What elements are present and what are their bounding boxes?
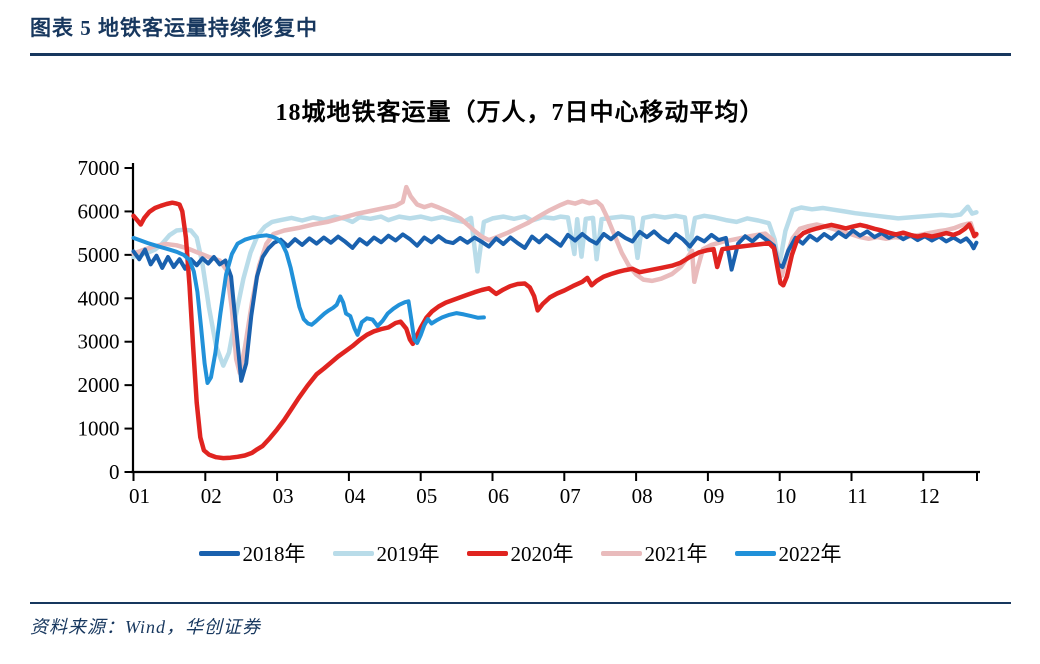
y-axis-tick-label: 7000 <box>78 156 120 180</box>
legend-item-2018: 2018年 <box>198 538 306 568</box>
x-axis-tick-label: 06 <box>488 484 509 508</box>
legend-item-2022: 2022年 <box>734 538 842 568</box>
data-source-note: 资料来源：Wind，华创证券 <box>30 617 262 637</box>
legend-line-swatch <box>198 550 240 556</box>
x-axis-tick-label: 12 <box>919 484 940 508</box>
y-axis-tick-label: 0 <box>109 460 120 484</box>
legend-line-swatch <box>466 550 508 556</box>
y-axis-tick-label: 3000 <box>78 330 120 354</box>
x-axis-tick-label: 04 <box>344 484 366 508</box>
source-divider-line <box>30 602 1011 604</box>
legend-line-swatch <box>332 550 374 556</box>
legend-line-swatch <box>600 550 642 556</box>
legend-label: 2019年 <box>376 542 440 566</box>
series-line-2018 <box>131 228 979 383</box>
y-axis-tick-label: 2000 <box>78 373 120 397</box>
x-axis-tick-label: 02 <box>201 484 222 508</box>
x-axis-tick-label: 08 <box>632 484 653 508</box>
chart-legend: 2018年 2019年 2020年 2021年 2022年 <box>0 538 1040 568</box>
header-divider-line <box>30 53 1011 56</box>
y-axis-tick-label: 5000 <box>78 243 120 267</box>
y-axis-tick-label: 1000 <box>78 417 120 441</box>
legend-line-swatch <box>734 550 776 556</box>
x-axis-tick-label: 07 <box>560 484 581 508</box>
x-axis-tick-label: 09 <box>703 484 724 508</box>
legend-item-2021: 2021年 <box>600 538 708 568</box>
chart-title: 18城地铁客运量（万人，7日中心移动平均） <box>275 100 765 126</box>
x-axis-tick-label: 11 <box>847 484 867 508</box>
x-axis-tick-label: 03 <box>273 484 294 508</box>
y-axis-tick-label: 6000 <box>78 199 120 223</box>
series-line-2020 <box>131 200 979 461</box>
series-line-2021 <box>131 184 979 376</box>
legend-label: 2018年 <box>242 542 306 566</box>
series-line-2019 <box>131 204 979 368</box>
x-axis-tick-label: 05 <box>416 484 437 508</box>
figure-header-title: 图表 5 地铁客运量持续修复中 <box>30 16 318 40</box>
x-axis-tick-label: 10 <box>775 484 796 508</box>
x-axis-tick-label: 01 <box>129 484 150 508</box>
series-line-2022 <box>131 233 486 385</box>
legend-label: 2022年 <box>778 542 842 566</box>
y-axis-tick-label: 4000 <box>78 286 120 310</box>
legend-item-2020: 2020年 <box>466 538 574 568</box>
legend-label: 2021年 <box>644 542 708 566</box>
legend-item-2019: 2019年 <box>332 538 440 568</box>
legend-label: 2020年 <box>510 542 574 566</box>
